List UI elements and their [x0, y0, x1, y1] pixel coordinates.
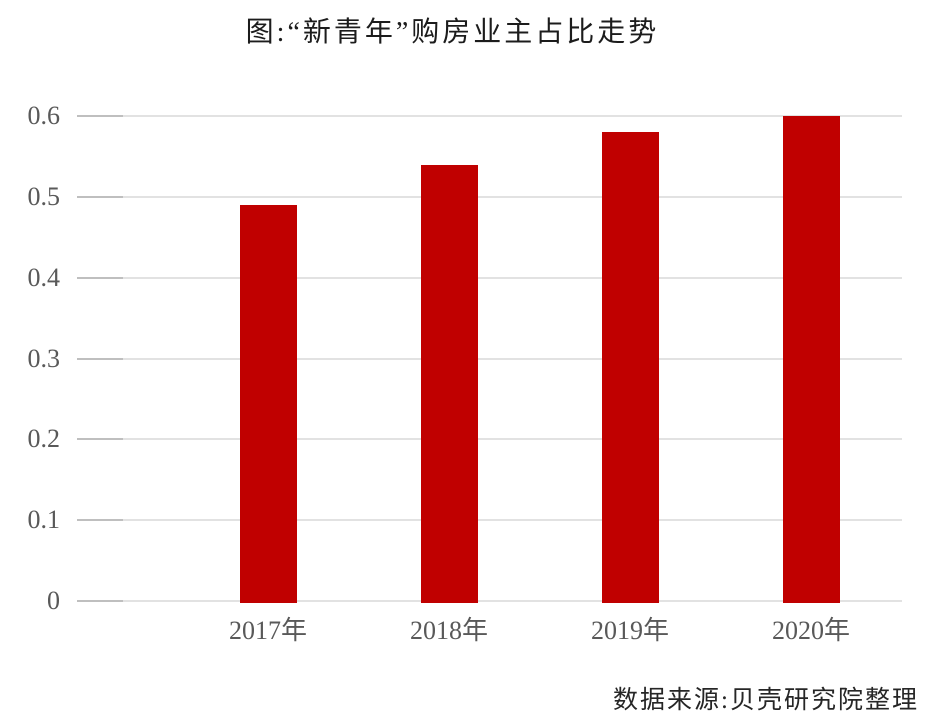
- chart-title: 图:“新青年”购房业主占比走势: [245, 17, 660, 48]
- gridline: [123, 519, 902, 522]
- bar-2020年: [782, 116, 840, 603]
- gridline: [123, 438, 902, 441]
- bar-2018年: [420, 164, 478, 603]
- y-tick-label: 0.6: [27, 101, 61, 130]
- y-axis-tick: [77, 357, 123, 360]
- x-axis-label: 2017年: [228, 616, 307, 645]
- gridline: [123, 357, 902, 360]
- y-tick-label: 0.2: [27, 424, 61, 454]
- y-tick-label: 0.5: [27, 181, 61, 211]
- y-tick-label: 0: [47, 586, 60, 615]
- gridline: [123, 600, 902, 602]
- y-axis-tick: [77, 115, 123, 117]
- y-axis-tick: [77, 438, 123, 441]
- y-tick-label: 0.3: [27, 343, 61, 373]
- x-axis-label: 2019年: [590, 616, 669, 645]
- gridline: [123, 115, 902, 117]
- bar-2017年: [239, 204, 297, 603]
- x-axis-label: 2020年: [771, 616, 850, 645]
- y-tick-label: 0.4: [27, 262, 61, 292]
- gridline: [123, 276, 902, 279]
- y-axis-tick: [77, 519, 123, 522]
- gridline: [123, 195, 902, 198]
- y-axis-tick: [77, 195, 123, 198]
- data-source-caption: 数据来源:贝壳研究院整理: [613, 687, 919, 714]
- y-axis-tick: [77, 600, 123, 602]
- bar-2019年: [601, 132, 659, 603]
- y-axis-tick: [77, 276, 123, 279]
- y-tick-label: 0.1: [27, 505, 61, 535]
- x-axis-label: 2018年: [409, 616, 488, 645]
